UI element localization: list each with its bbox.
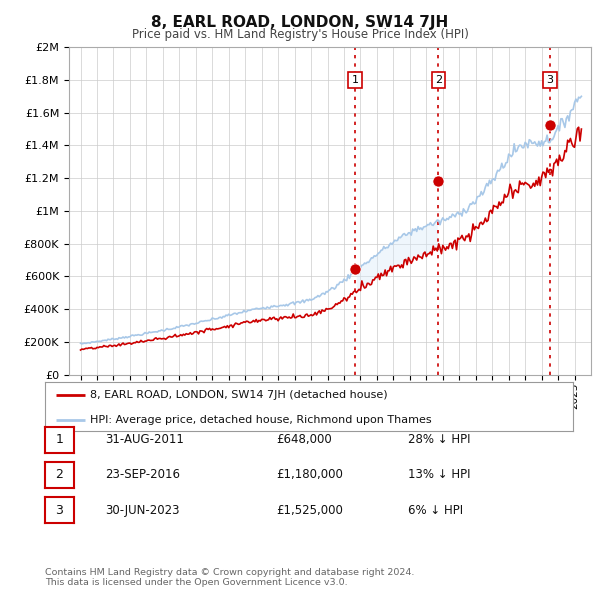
Text: 3: 3 — [55, 504, 64, 517]
Text: 1: 1 — [352, 75, 358, 85]
Text: 28% ↓ HPI: 28% ↓ HPI — [408, 433, 470, 446]
Text: 8, EARL ROAD, LONDON, SW14 7JH (detached house): 8, EARL ROAD, LONDON, SW14 7JH (detached… — [90, 391, 388, 401]
Text: £1,525,000: £1,525,000 — [276, 504, 343, 517]
Text: 23-SEP-2016: 23-SEP-2016 — [105, 468, 180, 481]
Text: Contains HM Land Registry data © Crown copyright and database right 2024.
This d: Contains HM Land Registry data © Crown c… — [45, 568, 415, 587]
Text: 1: 1 — [55, 433, 64, 446]
Text: 31-AUG-2011: 31-AUG-2011 — [105, 433, 184, 446]
Text: 3: 3 — [547, 75, 553, 85]
Text: HPI: Average price, detached house, Richmond upon Thames: HPI: Average price, detached house, Rich… — [90, 415, 431, 425]
Text: Price paid vs. HM Land Registry's House Price Index (HPI): Price paid vs. HM Land Registry's House … — [131, 28, 469, 41]
Text: 6% ↓ HPI: 6% ↓ HPI — [408, 504, 463, 517]
Text: 8, EARL ROAD, LONDON, SW14 7JH: 8, EARL ROAD, LONDON, SW14 7JH — [151, 15, 449, 30]
Text: 2: 2 — [435, 75, 442, 85]
Text: 2: 2 — [55, 468, 64, 481]
Text: 30-JUN-2023: 30-JUN-2023 — [105, 504, 179, 517]
Text: 13% ↓ HPI: 13% ↓ HPI — [408, 468, 470, 481]
Text: £1,180,000: £1,180,000 — [276, 468, 343, 481]
Text: £648,000: £648,000 — [276, 433, 332, 446]
